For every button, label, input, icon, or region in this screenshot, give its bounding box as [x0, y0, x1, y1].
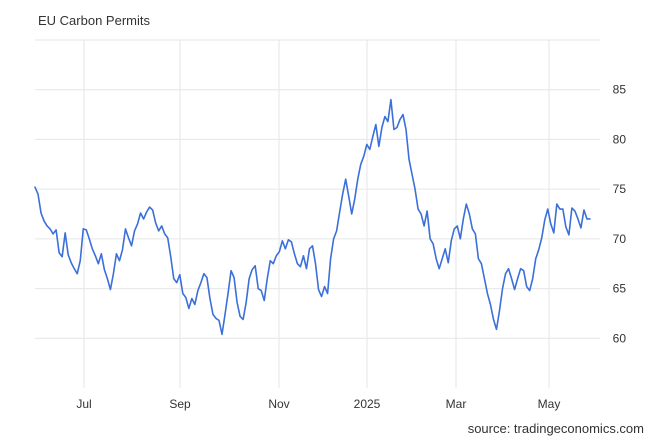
x-tick-label: May: [538, 397, 561, 411]
series-line-eu-carbon-permits: [34, 98, 591, 336]
y-axis-tick-labels: 60 65 70 75 80 85: [613, 83, 627, 346]
horizontal-gridlines: [35, 39, 600, 339]
x-tick-label: Sep: [169, 397, 191, 411]
x-tick-label: Nov: [268, 397, 289, 411]
y-tick-label: 85: [613, 83, 627, 97]
y-tick-label: 80: [613, 132, 627, 146]
y-tick-label: 75: [613, 182, 627, 196]
x-axis-tick-labels: Jul Sep Nov 2025 Mar May: [76, 397, 560, 411]
x-tick-label: Jul: [76, 397, 91, 411]
y-tick-label: 70: [613, 232, 627, 246]
source-attribution: source: tradingeconomics.com: [467, 421, 644, 436]
y-tick-label: 65: [613, 282, 627, 296]
x-tick-label: 2025: [354, 397, 381, 411]
chart-title: EU Carbon Permits: [38, 13, 150, 28]
vertical-gridlines: [83, 40, 550, 388]
y-tick-label: 60: [613, 331, 627, 345]
x-tick-label: Mar: [446, 397, 467, 411]
